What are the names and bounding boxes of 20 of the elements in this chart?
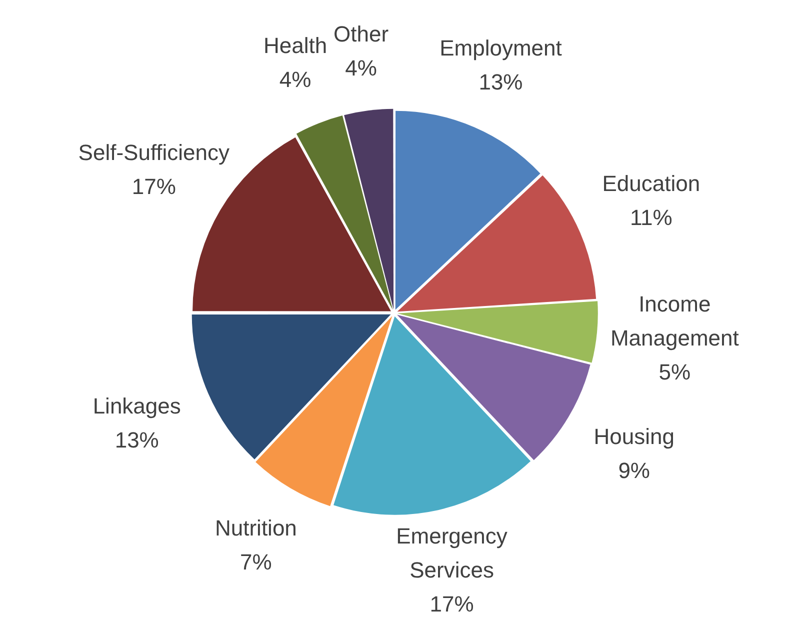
data-label: 13% — [478, 69, 523, 94]
data-label: 7% — [240, 549, 272, 574]
data-label: 13% — [114, 427, 159, 452]
data-label: 11% — [630, 204, 672, 230]
slice-label: Emergency Services — [396, 523, 508, 582]
slice-label: Other — [334, 21, 389, 46]
data-label: 9% — [618, 458, 650, 484]
slice-label: Health — [264, 32, 328, 58]
data-label: 5% — [658, 360, 691, 385]
slice-label: Linkages — [92, 393, 181, 418]
data-label: 4% — [345, 55, 377, 80]
slice-label: Self-Sufficiency — [78, 140, 230, 166]
slice-label: Nutrition — [214, 515, 297, 540]
slice-label: Income Management — [610, 292, 739, 351]
data-label: 17% — [132, 174, 176, 200]
slice-label: Education — [602, 170, 700, 196]
slice-label: Housing — [594, 424, 674, 450]
slice-label: Employment — [440, 35, 562, 60]
data-label: 17% — [430, 591, 474, 616]
data-label: 4% — [279, 66, 312, 92]
